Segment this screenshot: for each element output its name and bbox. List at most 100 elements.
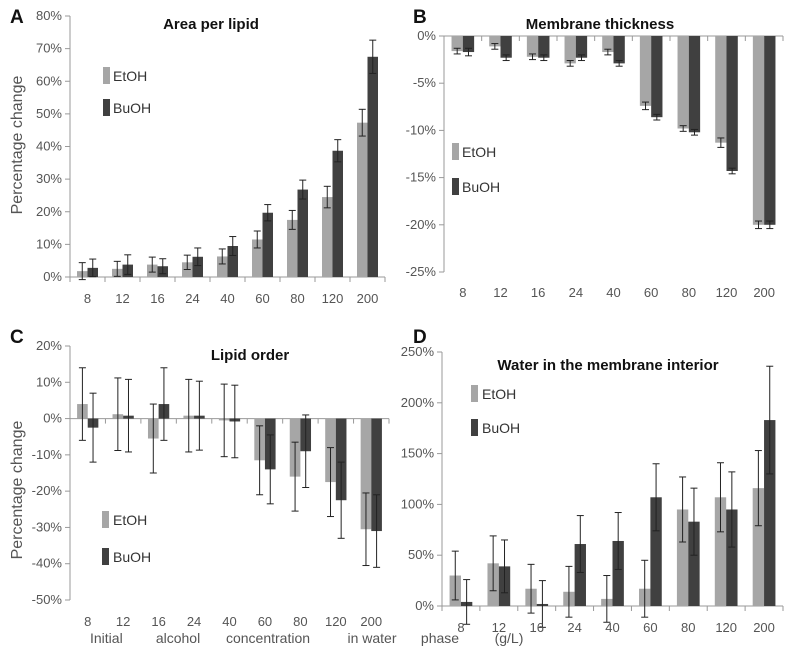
panel-d-x-tick-label: 8 bbox=[457, 620, 464, 635]
panel-b-x-tick-label: 120 bbox=[716, 285, 738, 300]
panel-a-legend-label-buoh: BuOH bbox=[113, 100, 151, 116]
panel-d-bar-buoh bbox=[612, 540, 624, 606]
panel-b-bar-buoh bbox=[651, 36, 663, 118]
panel-a-legend-swatch-etoh bbox=[103, 67, 110, 84]
panel-d-legend-swatch-buoh bbox=[471, 419, 478, 436]
x-axis-title-word: concentration bbox=[226, 630, 310, 646]
panel-b-x-tick-label: 16 bbox=[531, 285, 545, 300]
panel-b-legend-label-etoh: EtOH bbox=[462, 144, 496, 160]
panel-b-bar-buoh bbox=[500, 36, 512, 58]
panel-b-bar-buoh bbox=[538, 36, 550, 58]
panel-d-x-tick-label: 60 bbox=[643, 620, 657, 635]
panel-b-bar-buoh bbox=[688, 36, 701, 133]
panel-a-bar-etoh bbox=[217, 256, 228, 277]
panel-c-x-tick-label: 200 bbox=[360, 614, 382, 629]
panel-b-x-tick-label: 8 bbox=[459, 285, 466, 300]
panel-b-bar-etoh bbox=[489, 36, 501, 47]
panel-d-bar-etoh bbox=[714, 497, 727, 606]
panel-b-legend-label-buoh: BuOH bbox=[462, 179, 500, 195]
panel-c-y-tick-label: 20% bbox=[36, 338, 62, 353]
panel-a-y-tick-label: 80% bbox=[36, 8, 62, 23]
panel-d-x-tick-label: 40 bbox=[605, 620, 619, 635]
panel-b-x-tick-label: 40 bbox=[606, 285, 620, 300]
panel-a-bar-buoh bbox=[262, 212, 273, 277]
panel-b-bar-etoh bbox=[715, 36, 727, 143]
panel-c-y-tick-label: -10% bbox=[32, 447, 63, 462]
panel-c-bar-buoh bbox=[371, 418, 382, 532]
panel-d-bar-buoh bbox=[764, 420, 776, 606]
panel-a-y-tick-label: 30% bbox=[36, 171, 62, 186]
panel-c-x-tick-label: 80 bbox=[293, 614, 307, 629]
panel-b-legend-swatch-etoh bbox=[452, 143, 459, 160]
panel-a-bar-buoh bbox=[192, 256, 203, 277]
panel-d: D Water in the membrane interior 0% 50% 100%… bbox=[401, 327, 784, 635]
panel-c-y-tick-label: -50% bbox=[32, 592, 63, 607]
panel-b-bar-buoh bbox=[575, 36, 588, 58]
panel-c: C Lipid order -50% -40% -30% -20% -10% 0% 10% 20%… bbox=[9, 327, 390, 629]
panel-b-bar-buoh bbox=[613, 36, 625, 64]
panel-a-legend-label-etoh: EtOH bbox=[113, 68, 147, 84]
panel-a-x-tick-label: 40 bbox=[220, 291, 234, 306]
panel-b-bar-buoh bbox=[462, 36, 475, 53]
panel-d-bar-buoh bbox=[688, 521, 700, 606]
panel-a-bar-buoh bbox=[227, 246, 238, 277]
panel-a-bar-etoh bbox=[287, 219, 298, 277]
panel-d-x-tick-label: 12 bbox=[492, 620, 506, 635]
panel-a-y-tick-label: 0% bbox=[43, 269, 62, 284]
shared-x-axis-title: Initial alcohol concentration in water phase… bbox=[90, 630, 523, 646]
panel-c-bar-etoh bbox=[360, 418, 372, 530]
panel-d-y-tick-label: 0% bbox=[415, 598, 434, 613]
panel-c-legend-swatch-buoh bbox=[102, 548, 109, 565]
panel-b-y-tick-label: 0% bbox=[417, 28, 436, 43]
panel-a-ylabel: Percentage change bbox=[9, 76, 26, 215]
panel-c-legend-swatch-etoh bbox=[102, 511, 109, 528]
panel-b-x-tick-label: 200 bbox=[753, 285, 775, 300]
panel-b-y-tick-label: -5% bbox=[413, 75, 437, 90]
panel-d-legend-label-etoh: EtOH bbox=[482, 386, 516, 402]
panel-a-x-tick-label: 12 bbox=[115, 291, 129, 306]
panel-c-y-tick-label: -30% bbox=[32, 519, 63, 534]
panel-a-y-tick-label: 50% bbox=[36, 106, 62, 121]
x-axis-title-word: phase bbox=[421, 630, 459, 646]
panel-d-title: Water in the membrane interior bbox=[497, 357, 718, 374]
panel-d-bar-buoh bbox=[726, 509, 738, 606]
panel-a-bar-etoh bbox=[357, 122, 368, 277]
panel-d-y-tick-label: 200% bbox=[401, 395, 435, 410]
panel-d-x-tick-label: 24 bbox=[567, 620, 581, 635]
panel-b-bar-buoh bbox=[726, 36, 738, 171]
panel-c-y-tick-label: -40% bbox=[32, 556, 63, 571]
panel-c-y-tick-label: 10% bbox=[36, 374, 62, 389]
panel-d-legend-swatch-etoh bbox=[471, 385, 478, 402]
panel-c-x-tick-label: 12 bbox=[116, 614, 130, 629]
panel-d-letter: D bbox=[413, 327, 427, 348]
panel-d-x-tick-label: 200 bbox=[753, 620, 775, 635]
panel-c-x-tick-label: 120 bbox=[325, 614, 347, 629]
panel-b-letter: B bbox=[413, 7, 427, 28]
panel-b-x-tick-label: 12 bbox=[493, 285, 507, 300]
panel-c-bar-buoh bbox=[335, 418, 347, 501]
x-axis-title-word: in water bbox=[347, 630, 396, 646]
panel-a-bar-buoh bbox=[332, 150, 343, 277]
panel-b-y-tick-label: -10% bbox=[406, 122, 437, 137]
panel-b-bar-etoh bbox=[639, 36, 652, 106]
panel-c-x-tick-label: 16 bbox=[151, 614, 165, 629]
panel-c-letter: C bbox=[10, 327, 24, 348]
panel-a-legend-swatch-buoh bbox=[103, 99, 110, 116]
panel-a-x-tick-label: 24 bbox=[185, 291, 199, 306]
panel-d-bar-buoh bbox=[650, 497, 662, 606]
panel-a-y-tick-label: 20% bbox=[36, 204, 62, 219]
panel-a-y-tick-label: 40% bbox=[36, 139, 62, 154]
panel-a-bar-buoh bbox=[297, 189, 308, 277]
panel-a-bar-etoh bbox=[252, 239, 263, 277]
panel-a-letter: A bbox=[10, 7, 24, 28]
panel-a: A Area per lipid 0% 10% 20% 30% 40% 50% 60% 70% 80… bbox=[9, 7, 386, 306]
panel-a-y-tick-label: 70% bbox=[36, 41, 62, 56]
panel-c-legend-label-buoh: BuOH bbox=[113, 549, 151, 565]
panel-b-bar-etoh bbox=[752, 36, 765, 225]
panel-b: B Membrane thickness -25% -20% -15% -10% -5% 0%… bbox=[406, 7, 784, 300]
panel-b-bar-etoh bbox=[451, 36, 463, 52]
panel-a-x-tick-label: 120 bbox=[322, 291, 344, 306]
panel-c-y-tick-label: -20% bbox=[32, 483, 63, 498]
panel-b-y-tick-label: -25% bbox=[406, 264, 437, 279]
x-axis-title-word: (g/L) bbox=[495, 630, 524, 646]
